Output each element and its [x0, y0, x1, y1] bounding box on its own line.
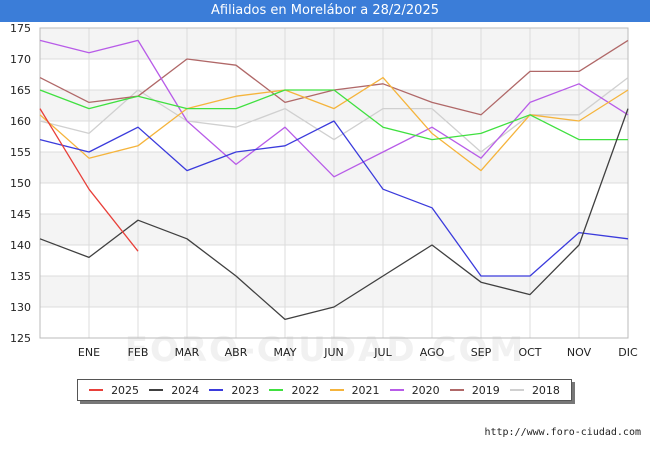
legend-item-2018: 2018 [509, 383, 560, 397]
y-tick-label: 150 [10, 177, 31, 190]
series-line-2024 [39, 108, 629, 321]
chart-legend: 2025 2024 2023 2022 2021 2020 2019 2018 [77, 379, 572, 401]
x-tick-label: OCT [518, 346, 541, 359]
series-line-2023 [39, 120, 629, 277]
x-tick-label: JUL [373, 346, 392, 359]
legend-item-2020: 2020 [389, 383, 440, 397]
x-tick-label: NOV [567, 346, 592, 359]
legend-label: 2018 [531, 383, 560, 397]
x-tick-label: FEB [128, 346, 149, 359]
y-tick-label: 135 [10, 270, 31, 283]
legend-swatch [149, 389, 164, 391]
legend-label: 2023 [231, 383, 260, 397]
x-tick-label: AGO [420, 346, 445, 359]
legend-label: 2020 [411, 383, 440, 397]
legend-label: 2025 [111, 383, 140, 397]
legend-swatch [449, 389, 464, 391]
y-tick-label: 175 [10, 22, 31, 35]
legend-swatch [89, 389, 104, 391]
x-tick-label: MAY [274, 346, 297, 359]
source-url[interactable]: http://www.foro-ciudad.com [484, 427, 641, 438]
watermark: FORO-CIUDAD.COM [124, 330, 526, 370]
series-line-2020 [39, 39, 629, 178]
legend-swatch [209, 389, 224, 391]
x-tick-label: ENE [78, 346, 100, 359]
legend-item-2025: 2025 [89, 384, 139, 397]
series-line-2022 [39, 89, 628, 141]
legend-label: 2024 [171, 383, 200, 397]
legend-label: 2022 [291, 383, 320, 397]
legend-swatch [269, 389, 284, 391]
x-tick-label: MAR [175, 346, 200, 359]
y-tick-label: 145 [10, 208, 31, 221]
x-tick-label: ABR [225, 346, 248, 359]
y-tick-label: 155 [10, 146, 31, 159]
legend-item-2019: 2019 [449, 383, 500, 397]
legend-item-2021: 2021 [329, 383, 380, 397]
x-tick-label: SEP [471, 346, 492, 359]
legend-swatch [509, 389, 524, 391]
legend-item-2023: 2023 [209, 384, 259, 397]
y-tick-label: 125 [10, 332, 31, 345]
legend-label: 2021 [351, 383, 380, 397]
legend-swatch [329, 389, 344, 391]
legend-item-2024: 2024 [149, 384, 199, 397]
y-tick-label: 165 [10, 84, 31, 97]
x-tick-label: JUN [323, 346, 344, 359]
y-tick-label: 160 [10, 115, 31, 128]
y-tick-label: 170 [10, 53, 31, 66]
legend-swatch [389, 389, 404, 391]
chart-title: Afiliados en Morelábor a 28/2/2025 [0, 0, 650, 22]
y-tick-label: 130 [10, 301, 31, 314]
series-line-2025 [39, 108, 139, 252]
x-tick-label: DIC [618, 346, 638, 359]
legend-item-2022: 2022 [269, 384, 319, 397]
y-tick-label: 140 [10, 239, 31, 252]
plot-area [39, 27, 629, 339]
legend-label: 2019 [471, 383, 500, 397]
